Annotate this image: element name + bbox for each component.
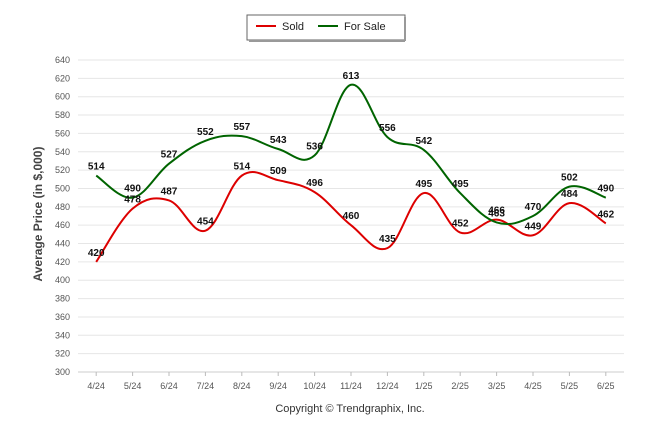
x-tick-label: 2/25 [451,381,469,391]
data-label-sold: 487 [161,186,178,197]
y-tick-label: 420 [55,257,70,267]
y-tick-label: 540 [55,147,70,157]
data-label-for-sale: 495 [452,179,469,190]
data-label-for-sale: 490 [597,184,614,195]
data-label-for-sale: 613 [343,71,360,82]
y-tick-label: 400 [55,275,70,285]
x-tick-label: 7/24 [197,381,215,391]
y-tick-label: 640 [55,55,70,65]
y-tick-label: 600 [55,92,70,102]
y-tick-label: 380 [55,294,70,304]
data-label-sold: 495 [415,179,432,190]
data-label-for-sale: 557 [233,122,250,133]
y-tick-label: 580 [55,110,70,120]
data-label-for-sale: 490 [124,184,141,195]
data-label-sold: 435 [379,234,396,245]
x-tick-label: 11/24 [340,381,362,391]
y-tick-label: 360 [55,312,70,322]
x-tick-label: 8/24 [233,381,251,391]
y-tick-label: 500 [55,183,70,193]
data-label-sold: 420 [88,248,105,259]
legend-label-for-sale: For Sale [344,21,386,33]
x-tick-label: 1/25 [415,381,433,391]
y-tick-label: 480 [55,202,70,212]
x-tick-label: 6/25 [597,381,615,391]
x-tick-label: 12/24 [376,381,399,391]
y-tick-label: 460 [55,220,70,230]
y-tick-label: 560 [55,128,70,138]
series-line-for-sale [95,83,607,226]
x-axis: 4/24 5/24 6/24 7/24 8/24 9/24 10/24 11/24 12/24 1… [87,372,615,391]
data-label-for-sale: 470 [525,202,542,213]
data-label-sold: 484 [561,189,578,200]
series-line-sold [95,171,607,263]
data-label-sold: 496 [306,178,323,189]
x-tick-label: 3/25 [488,381,506,391]
data-label-for-sale: 556 [379,123,396,134]
data-label-for-sale: 543 [270,135,287,146]
data-label-for-sale: 502 [561,173,578,184]
data-label-sold: 449 [525,221,542,232]
y-tick-label: 300 [55,367,70,377]
grid [78,59,624,373]
y-tick-label: 520 [55,165,70,175]
data-label-sold: 460 [343,211,360,222]
data-labels: 420 478 487 454 514 509 496 460 435 495 452 466 449 4… [88,71,615,259]
y-axis: 300 320 340 360 380 400 420 440 460 480 500 520 540 5… [55,55,70,377]
x-tick-label: 4/25 [524,381,542,391]
y-axis-label: Average Price (in $,000) [31,147,45,282]
legend: Sold For Sale [246,14,406,42]
x-tick-label: 4/24 [87,381,105,391]
data-label-sold: 466 [488,206,505,217]
x-tick-label: 5/24 [124,381,142,391]
data-label-sold: 514 [233,162,250,173]
y-tick-label: 620 [55,73,70,83]
x-tick-label: 10/24 [303,381,326,391]
data-label-for-sale: 552 [197,127,214,138]
data-label-sold: 462 [597,209,614,220]
legend-box [246,14,406,41]
data-label-sold: 454 [197,217,214,228]
x-tick-label: 5/25 [561,381,579,391]
y-tick-label: 340 [55,330,70,340]
data-label-sold: 478 [124,195,141,206]
data-label-sold: 509 [270,166,287,177]
data-label-for-sale: 463 [488,208,505,219]
legend-label-sold: Sold [282,21,304,33]
y-tick-label: 440 [55,239,70,249]
data-label-for-sale: 536 [306,141,323,152]
data-label-for-sale: 542 [415,136,432,147]
y-tick-label: 320 [55,349,70,359]
data-label-for-sale: 514 [88,162,105,173]
data-label-for-sale: 527 [161,150,178,161]
series-lines [95,83,607,263]
copyright-text: Copyright © Trendgraphix, Inc. [275,403,424,415]
x-tick-label: 6/24 [160,381,178,391]
data-label-sold: 452 [452,219,469,230]
x-tick-label: 9/24 [269,381,287,391]
